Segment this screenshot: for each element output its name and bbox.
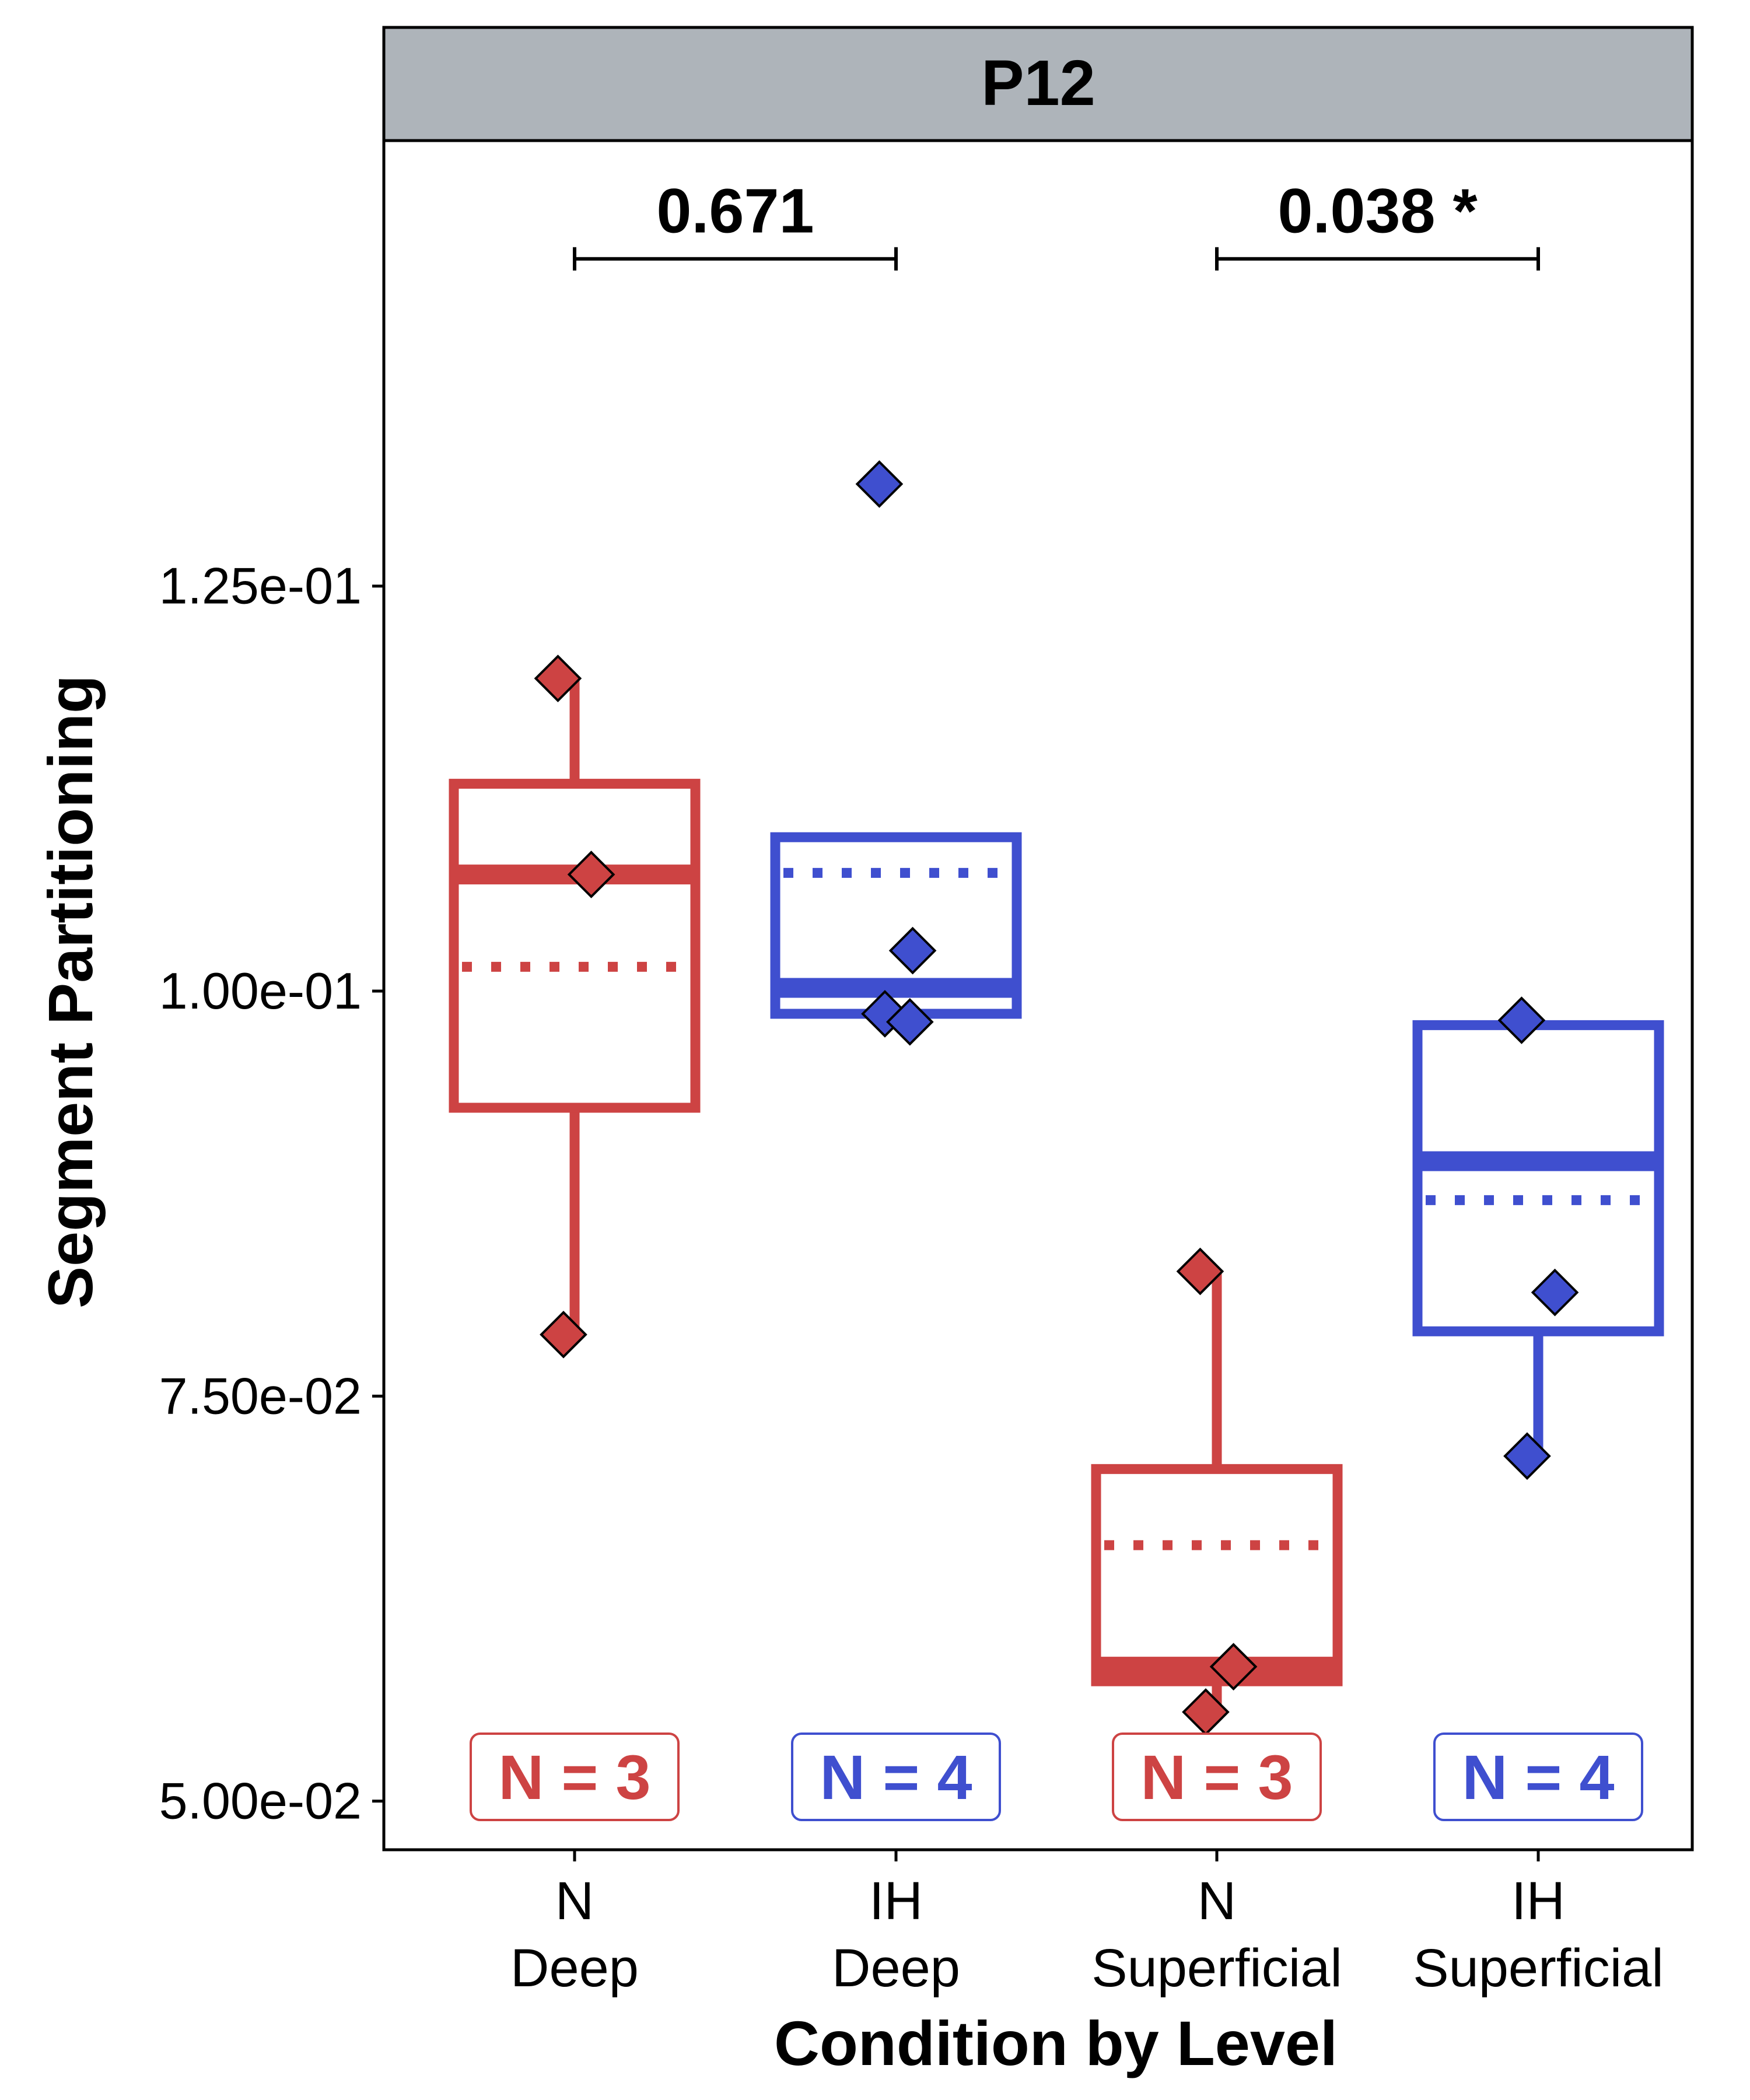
x-tick-label-level: Deep	[832, 1938, 960, 1998]
comparison-bracket: 0.038 *	[1215, 176, 1540, 271]
data-point	[540, 1311, 587, 1359]
y-tick-label: 5.00e-02	[159, 1772, 362, 1830]
data-point	[1503, 1432, 1551, 1480]
box	[1091, 1464, 1343, 1686]
data-point	[886, 998, 934, 1046]
x-tick-label-condition: IH	[1511, 1871, 1565, 1931]
data-point	[855, 460, 904, 508]
x-tick-label-level: Superficial	[1091, 1938, 1342, 1998]
box	[449, 779, 701, 1113]
data-point	[567, 850, 615, 898]
data-point	[1209, 1643, 1258, 1690]
data-point	[888, 926, 937, 975]
marks-layer: N = 3 N = 4 N = 3 N = 4 0.671 0.038 *	[449, 176, 1664, 1821]
p-value-label: 0.038 *	[1278, 176, 1477, 246]
data-point	[1176, 1247, 1224, 1296]
box-group-n-deep: N = 3	[449, 654, 701, 1821]
x-axis: N Deep IH Deep N Superficial IH Superficial	[510, 1850, 1664, 1998]
n-label-box	[1433, 1732, 1643, 1821]
x-tick-label-condition: N	[1198, 1871, 1236, 1931]
y-tick-label: 7.50e-02	[159, 1367, 362, 1424]
n-label-box	[1112, 1732, 1322, 1821]
x-tick-label-condition: N	[555, 1871, 594, 1931]
y-axis: 5.00e-02 7.50e-02 1.00e-01 1.25e-01	[159, 557, 384, 1830]
box-group-ih-superficial: N = 4	[1412, 996, 1664, 1821]
box-group-ih-deep: N = 4	[770, 460, 1022, 1821]
data-point	[1531, 1268, 1579, 1317]
x-tick-label-level: Superficial	[1413, 1938, 1664, 1998]
n-label-box	[791, 1732, 1001, 1821]
p-value-label: 0.671	[656, 176, 814, 246]
data-point	[534, 654, 582, 702]
data-point	[1497, 996, 1546, 1044]
x-tick-label-level: Deep	[510, 1938, 639, 1998]
n-label-box	[470, 1732, 680, 1821]
plot-panel	[382, 139, 1694, 1852]
x-tick-label-condition: IH	[869, 1871, 923, 1931]
n-label: N = 3	[498, 1742, 650, 1812]
comparison-bracket: 0.671	[573, 176, 898, 271]
n-label: N = 4	[1462, 1742, 1614, 1812]
facet-title: P12	[981, 47, 1096, 119]
y-axis-title: Segment Partitioning	[35, 675, 106, 1308]
x-axis-title: Condition by Level	[774, 2008, 1338, 2078]
n-label: N = 4	[820, 1742, 972, 1812]
box-group-n-superficial: N = 3	[1091, 1247, 1343, 1821]
facet-strip	[382, 26, 1694, 142]
y-tick-label: 1.00e-01	[159, 962, 362, 1020]
n-label: N = 3	[1140, 1742, 1293, 1812]
y-tick-label: 1.25e-01	[159, 557, 362, 615]
